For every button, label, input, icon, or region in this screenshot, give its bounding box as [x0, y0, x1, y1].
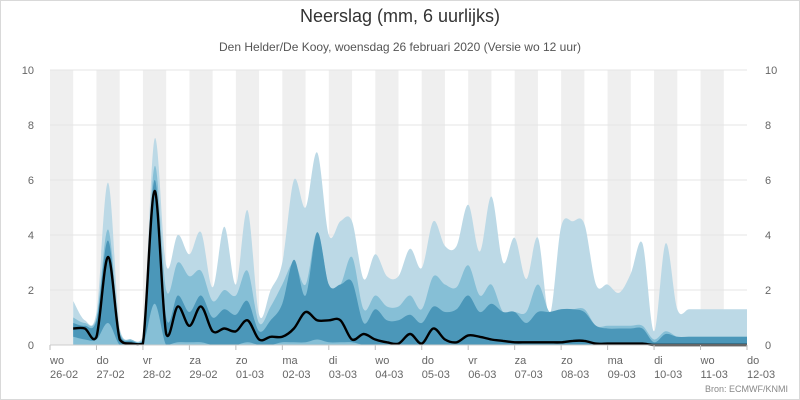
- x-tick-day: wo: [374, 355, 389, 367]
- x-tick-date: 05-03: [422, 369, 450, 381]
- y-tick-label-left: 4: [28, 230, 34, 242]
- x-tick-date: 28-02: [143, 369, 171, 381]
- x-tick-day: ma: [282, 355, 298, 367]
- chart-subtitle: Den Helder/De Kooy, woensdag 26 februari…: [219, 40, 581, 54]
- x-tick-date: 02-03: [282, 369, 310, 381]
- y-tick-label-left: 0: [28, 340, 34, 352]
- x-tick-day: do: [96, 355, 108, 367]
- x-tick-day: do: [747, 355, 759, 367]
- y-tick-label-right: 0: [765, 340, 771, 352]
- y-tick-label-right: 8: [765, 120, 771, 132]
- x-tick-date: 06-03: [468, 369, 496, 381]
- x-tick-day: za: [189, 355, 202, 367]
- x-tick-day: wo: [49, 355, 64, 367]
- day-shade-band: [700, 70, 724, 345]
- x-tick-day: di: [329, 355, 338, 367]
- y-tick-label-right: 10: [765, 65, 777, 77]
- y-tick-label-right: 4: [765, 230, 771, 242]
- x-tick-day: do: [422, 355, 434, 367]
- median-line-group: [73, 189, 747, 347]
- x-tick-date: 03-03: [329, 369, 357, 381]
- source-credit: Bron: ECMWF/KNMI: [704, 384, 788, 394]
- x-tick-date: 01-03: [236, 369, 264, 381]
- y-tick-label-left: 2: [28, 285, 34, 297]
- y-tick-label-right: 2: [765, 285, 771, 297]
- x-tick-date: 26-02: [50, 369, 78, 381]
- x-tick-date: 08-03: [561, 369, 589, 381]
- x-tick-date: 10-03: [654, 369, 682, 381]
- x-tick-day: ma: [608, 355, 624, 367]
- x-tick-date: 12-03: [747, 369, 775, 381]
- x-tick-day: vr: [468, 355, 478, 367]
- x-tick-day: za: [515, 355, 528, 367]
- x-tick-date: 07-03: [515, 369, 543, 381]
- y-tick-label-right: 6: [765, 175, 771, 187]
- axes: 0 0 2 2 4 4 6 6 8 8 10 10 wo 26-02 do 27-02 vr 28-02 za 29-…: [22, 65, 778, 381]
- x-tick-day: vr: [143, 355, 153, 367]
- day-shade-band: [607, 70, 631, 345]
- x-tick-date: 27-02: [96, 369, 124, 381]
- y-tick-label-left: 6: [28, 175, 34, 187]
- y-tick-label-left: 8: [28, 120, 34, 132]
- x-tick-day: wo: [700, 355, 715, 367]
- y-tick-label-left: 10: [22, 65, 34, 77]
- x-tick-day: di: [654, 355, 663, 367]
- mid-band: [73, 165, 747, 345]
- x-tick-date: 11-03: [701, 369, 728, 381]
- x-tick-date: 29-02: [189, 369, 217, 381]
- x-tick-day: zo: [561, 355, 573, 367]
- x-tick-day: zo: [236, 355, 248, 367]
- median-line: [73, 189, 747, 347]
- x-tick-date: 04-03: [375, 369, 403, 381]
- ensemble-bands: [73, 137, 747, 345]
- day-shade-band: [50, 70, 74, 345]
- chart-title: Neerslag (mm, 6 uurlijks): [299, 6, 501, 26]
- x-tick-date: 09-03: [608, 369, 636, 381]
